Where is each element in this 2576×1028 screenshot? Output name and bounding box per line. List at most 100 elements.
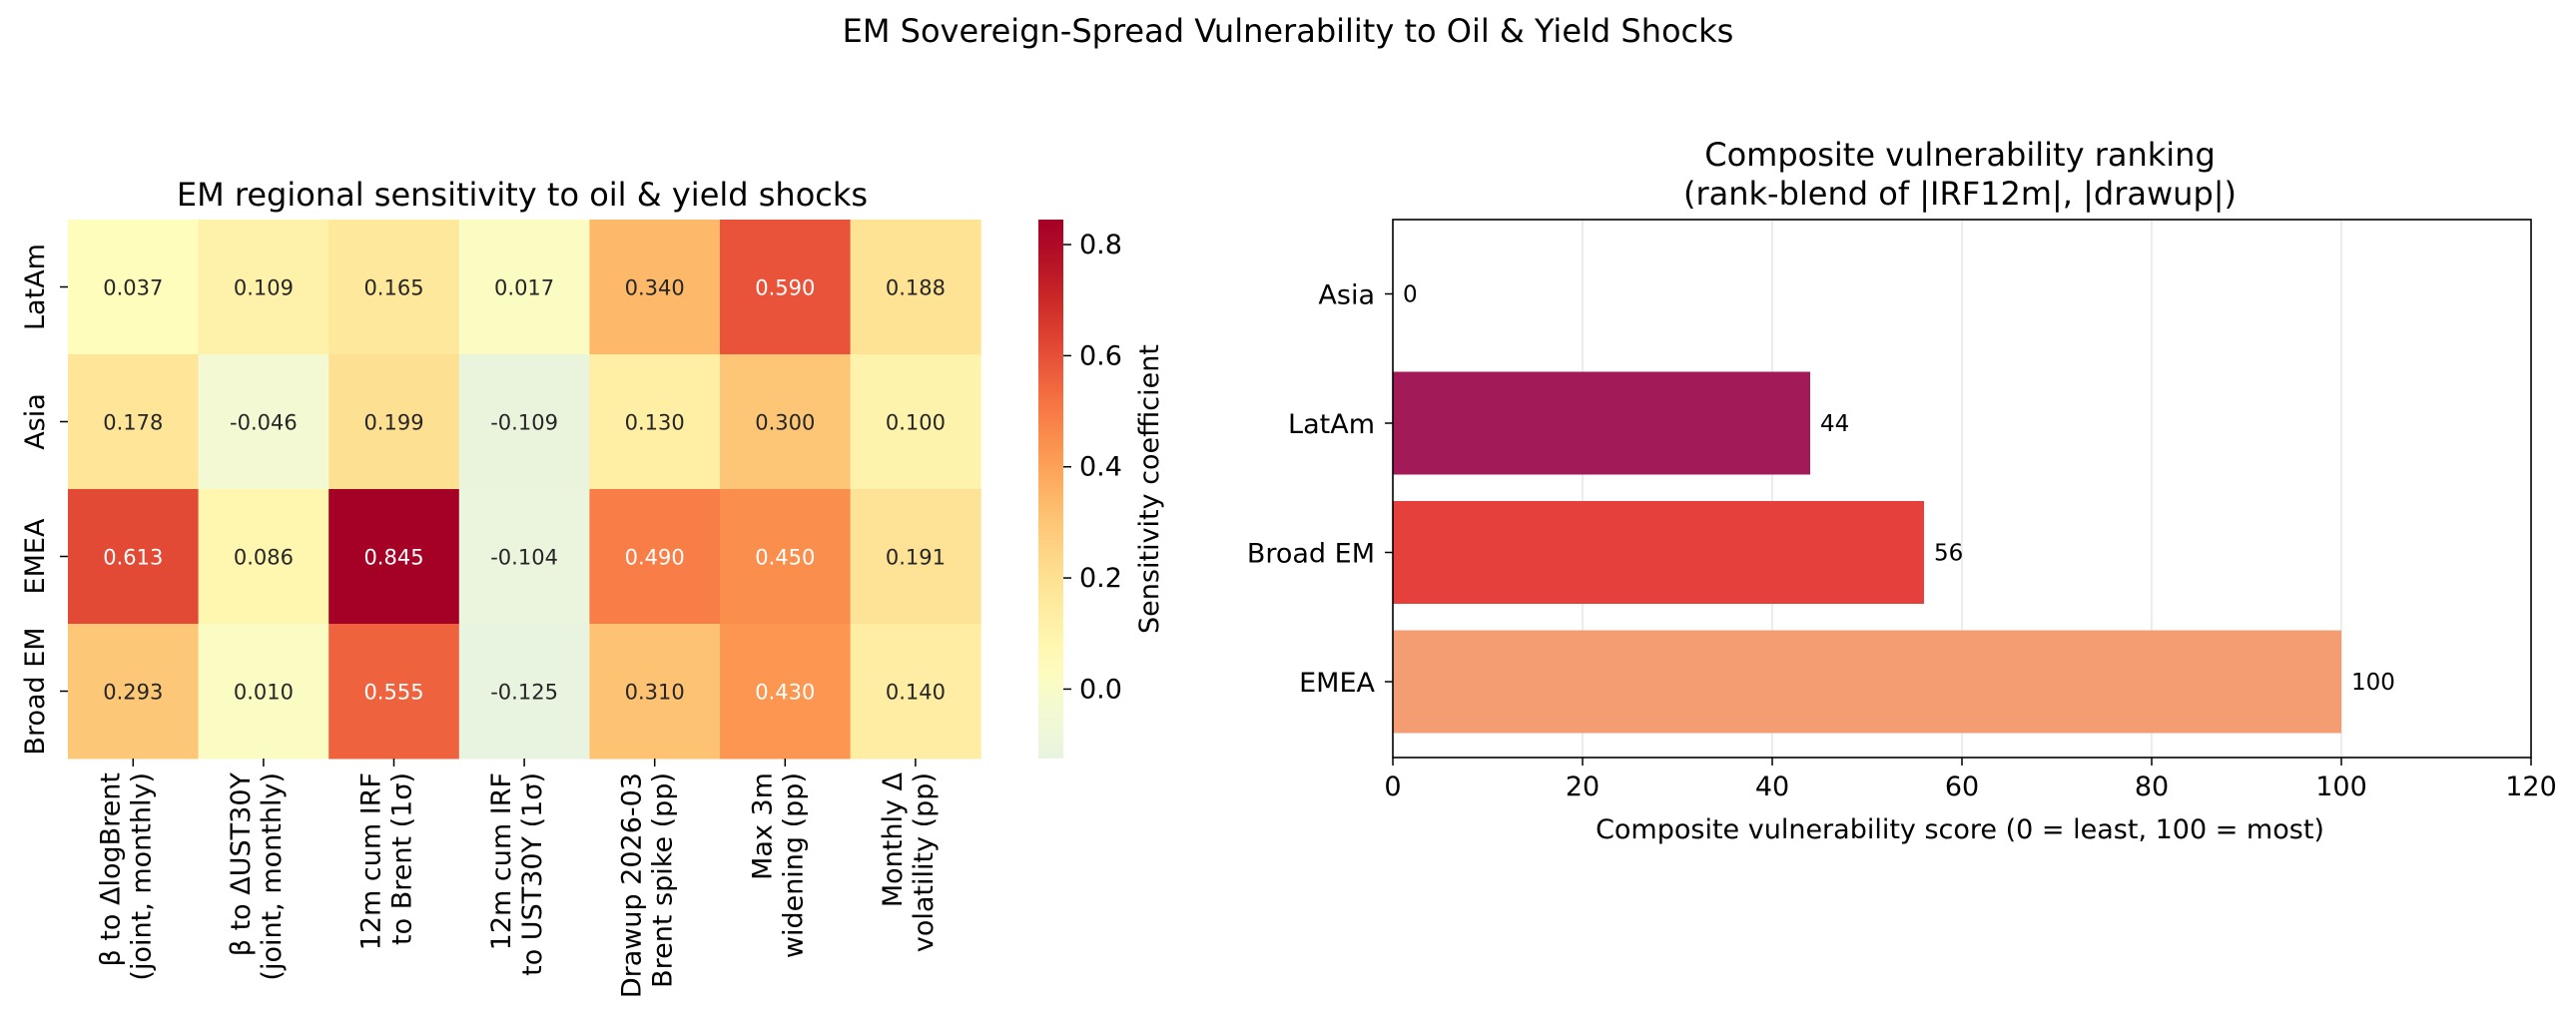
heatmap-chart: EM regional sensitivity to oil & yield s… — [20, 176, 1165, 998]
bar-chart: Composite vulnerability ranking (rank-bl… — [1247, 136, 2557, 845]
heatmap-col-label-line-2: volatility (pp) — [909, 772, 940, 952]
heatmap-value-label: 0.165 — [363, 276, 423, 300]
heatmap-cell — [198, 489, 329, 625]
heatmap-row-label: Broad EM — [20, 627, 51, 755]
heatmap-value-label: 0.188 — [886, 276, 946, 300]
heatmap-col-label-line-2: (joint, monthly) — [257, 772, 288, 981]
colorbar-tick-label: 0.2 — [1079, 563, 1122, 594]
heatmap-col-label-line-2: to UST30Y (1σ) — [517, 772, 548, 976]
heatmap-cell — [720, 624, 852, 760]
heatmap-cell — [589, 354, 721, 490]
heatmap-value-label: 0.086 — [234, 546, 294, 570]
heatmap-value-label: 0.017 — [494, 276, 554, 300]
heatmap-cell — [850, 489, 981, 625]
colorbar-tick-label: 0.4 — [1079, 452, 1122, 483]
colorbar-tick-label: 0.8 — [1079, 230, 1122, 260]
heatmap-row-label: LatAm — [20, 244, 51, 330]
heatmap-cell — [328, 624, 460, 760]
heatmap-cell — [328, 354, 460, 490]
heatmap-value-label: 0.845 — [363, 546, 423, 570]
bar-value-label: 100 — [2351, 670, 2395, 696]
heatmap-value-label: 0.191 — [886, 546, 946, 570]
heatmap-cell — [850, 354, 981, 490]
heatmap-value-label: 0.130 — [625, 411, 685, 435]
heatmap-cell — [68, 354, 200, 490]
heatmap-col-label-line-1: β to ΔlogBrent — [95, 772, 126, 966]
heatmap-col-label-line-2: to Brent (1σ) — [387, 772, 418, 945]
heatmap-cell — [458, 220, 590, 355]
heatmap-value-label: 0.109 — [234, 276, 294, 300]
heatmap-cell — [68, 489, 200, 625]
heatmap-cell — [720, 220, 852, 355]
heatmap-cell — [850, 220, 981, 355]
heatmap-col-label-line-1: Max 3m — [747, 772, 778, 880]
colorbar-tick-label: 0.0 — [1079, 674, 1122, 705]
heatmap-value-label: 0.340 — [625, 276, 685, 300]
bar-title-line-1: Composite vulnerability ranking — [1704, 136, 2216, 174]
bar-category-label: LatAm — [1288, 409, 1375, 440]
heatmap-value-label: -0.125 — [490, 681, 558, 705]
heatmap-value-label: 0.430 — [755, 681, 815, 705]
heatmap-col-label-line-1: Monthly Δ — [878, 771, 909, 907]
heatmap-value-label: 0.613 — [103, 546, 163, 570]
heatmap-value-label: -0.109 — [490, 411, 558, 435]
bar-value-label: 44 — [1820, 411, 1849, 437]
bar-x-axis-label: Composite vulnerability score (0 = least… — [1596, 814, 2324, 845]
heatmap-value-label: 0.010 — [234, 681, 294, 705]
bar-category-label: EMEA — [1299, 668, 1375, 699]
heatmap-cell — [68, 624, 200, 760]
heatmap-row-label: EMEA — [20, 518, 51, 594]
heatmap-value-label: 0.590 — [755, 276, 815, 300]
bar-category-label: Broad EM — [1247, 539, 1375, 570]
bar — [1393, 630, 2341, 734]
heatmap-cell — [720, 489, 852, 625]
bar-title-line-2: (rank-blend of |IRF12m|, |drawup|) — [1683, 175, 2237, 213]
bar-x-tick-label: 60 — [1945, 771, 1979, 802]
heatmap-title: EM regional sensitivity to oil & yield s… — [177, 176, 868, 214]
heatmap-cell — [328, 220, 460, 355]
heatmap-col-label-line-1: Drawup 2026-03 — [617, 772, 648, 998]
heatmap-value-label: -0.046 — [230, 411, 298, 435]
heatmap-cell — [720, 354, 852, 490]
heatmap-cell — [458, 354, 590, 490]
heatmap-cell — [458, 624, 590, 760]
bar — [1393, 501, 1924, 604]
heatmap-value-label: 0.450 — [755, 546, 815, 570]
bar-x-tick-label: 20 — [1566, 771, 1600, 802]
heatmap-value-label: 0.310 — [625, 681, 685, 705]
heatmap-value-label: 0.100 — [886, 411, 946, 435]
heatmap-value-label: 0.199 — [363, 411, 423, 435]
heatmap-cell — [68, 220, 200, 355]
heatmap-value-label: 0.037 — [103, 276, 163, 300]
heatmap-cell — [850, 624, 981, 760]
heatmap-cell — [589, 624, 721, 760]
heatmap-cell — [198, 354, 329, 490]
bar-x-tick-label: 0 — [1384, 771, 1401, 802]
heatmap-col-label-line-2: (joint, monthly) — [126, 772, 157, 981]
heatmap-value-label: -0.104 — [490, 546, 558, 570]
heatmap-col-label-line-2: Brent spike (pp) — [648, 772, 679, 988]
bar-value-label: 56 — [1934, 541, 1963, 567]
heatmap-value-label: 0.140 — [886, 681, 946, 705]
heatmap-value-label: 0.490 — [625, 546, 685, 570]
heatmap-value-label: 0.555 — [363, 681, 423, 705]
heatmap-cell — [198, 624, 329, 760]
heatmap-cell — [328, 489, 460, 625]
heatmap-row-label: Asia — [20, 393, 51, 450]
bar-x-tick-label: 120 — [2505, 771, 2557, 802]
heatmap-col-label-line-1: β to ΔUST30Y — [226, 771, 257, 956]
heatmap-cell — [198, 220, 329, 355]
figure-suptitle: EM Sovereign-Spread Vulnerability to Oil… — [843, 12, 1734, 50]
colorbar-label: Sensitivity coefficient — [1134, 344, 1165, 634]
heatmap-cell — [589, 220, 721, 355]
heatmap-col-label-line-1: 12m cum IRF — [486, 772, 517, 950]
heatmap-value-label: 0.178 — [103, 411, 163, 435]
heatmap-col-label-line-2: widening (pp) — [778, 772, 809, 958]
heatmap-cell — [458, 489, 590, 625]
bar-category-label: Asia — [1318, 280, 1375, 311]
bar-value-label: 0 — [1403, 282, 1418, 308]
heatmap-cell — [589, 489, 721, 625]
heatmap-value-label: 0.293 — [103, 681, 163, 705]
heatmap-col-label-line-1: 12m cum IRF — [356, 772, 387, 950]
